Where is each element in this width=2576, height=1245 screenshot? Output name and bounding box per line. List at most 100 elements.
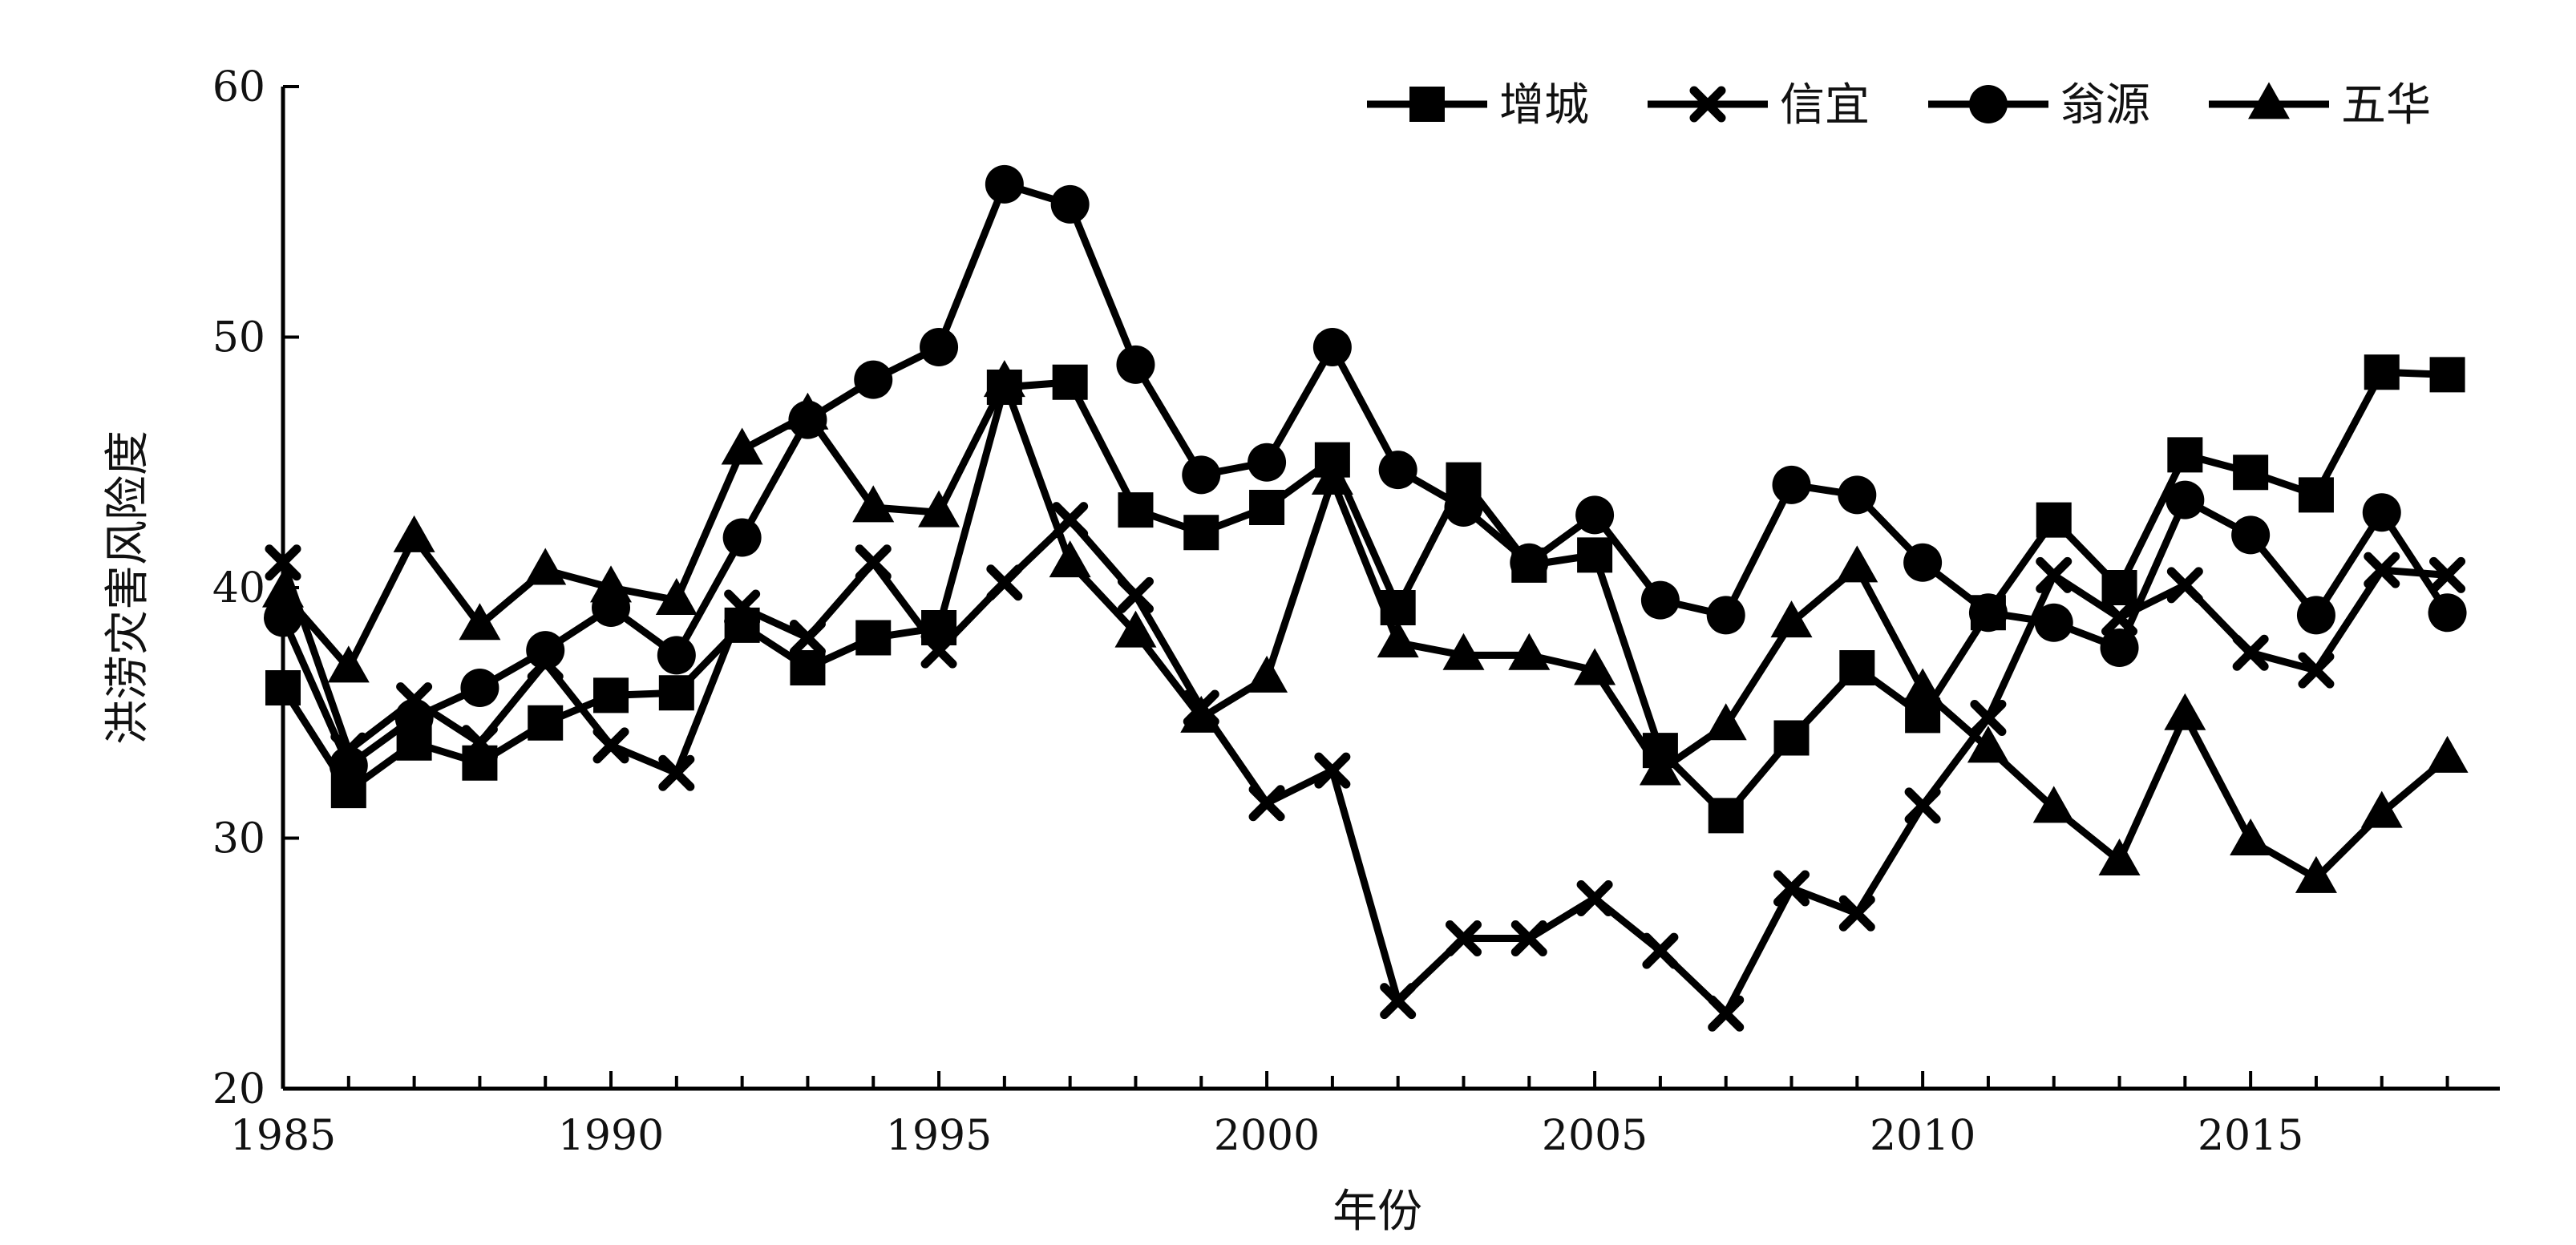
data-point-2-1991 bbox=[658, 754, 695, 791]
legend-item-2: 信宜 bbox=[1648, 79, 1870, 131]
data-point-3-1996 bbox=[985, 164, 1024, 204]
data-point-3-2001 bbox=[1312, 328, 1352, 366]
data-point-4-1988 bbox=[459, 603, 501, 641]
data-point-3-1992 bbox=[722, 518, 762, 557]
data-point-2-2015 bbox=[2232, 634, 2269, 671]
data-point-3-2008 bbox=[1772, 465, 1811, 504]
series-line-2 bbox=[279, 516, 2452, 1017]
x-axis-title: 年份 bbox=[1332, 1186, 1422, 1238]
series-line-4 bbox=[279, 378, 2452, 882]
data-point-4-2007 bbox=[1705, 703, 1747, 741]
data-point-3-1991 bbox=[657, 636, 696, 675]
data-point-3-2015 bbox=[2231, 515, 2271, 555]
data-point-4-2011 bbox=[1967, 726, 2009, 763]
data-point-2-2005 bbox=[1576, 880, 1613, 916]
legend-label-3: 翁源 bbox=[2060, 79, 2150, 131]
y-tick-label-20: 20 bbox=[212, 1065, 265, 1114]
data-point-2-2006 bbox=[1642, 932, 1679, 969]
data-point-2-2001 bbox=[1314, 752, 1351, 789]
data-point-1-1997 bbox=[1052, 364, 1088, 400]
data-point-4-2000 bbox=[1246, 655, 1288, 693]
data-point-1-2007 bbox=[1708, 798, 1744, 834]
data-point-3-2002 bbox=[1378, 451, 1417, 490]
data-point-1-1991 bbox=[658, 675, 694, 711]
y-tick-label-60: 60 bbox=[212, 63, 265, 111]
data-point-3-2012 bbox=[2034, 603, 2073, 642]
data-point-1-2000 bbox=[1249, 490, 1285, 525]
series-line-1 bbox=[279, 368, 2452, 819]
data-point-3-2000 bbox=[1248, 443, 1287, 482]
legend-item-1: 增城 bbox=[1367, 79, 1589, 131]
data-point-2-2004 bbox=[1510, 920, 1547, 956]
data-point-3-1986 bbox=[329, 746, 368, 785]
data-point-4-1994 bbox=[852, 485, 895, 523]
data-point-3-1988 bbox=[460, 669, 499, 707]
data-point-1-1998 bbox=[1118, 492, 1154, 528]
y-tick-label-40: 40 bbox=[212, 564, 265, 612]
series-line-3 bbox=[279, 180, 2452, 770]
data-point-3-1999 bbox=[1182, 455, 1221, 495]
data-point-4-1990 bbox=[590, 565, 633, 603]
series-layer bbox=[262, 164, 2469, 1032]
data-point-3-2005 bbox=[1575, 495, 1615, 535]
data-point-3-2016 bbox=[2296, 596, 2335, 635]
data-point-1-2017 bbox=[2364, 354, 2400, 390]
data-point-2-2014 bbox=[2166, 567, 2203, 604]
data-point-4-2016 bbox=[2295, 855, 2337, 893]
data-point-4-2005 bbox=[1574, 648, 1616, 685]
data-point-4-1998 bbox=[1114, 610, 1157, 648]
data-point-4-2004 bbox=[1508, 633, 1551, 670]
data-point-4-2006 bbox=[1639, 748, 1681, 786]
data-point-3-1995 bbox=[920, 328, 959, 366]
data-point-1-1990 bbox=[593, 677, 629, 713]
y-tick-label-50: 50 bbox=[212, 314, 265, 362]
data-point-2-2003 bbox=[1445, 920, 1482, 956]
legend-label-4: 五华 bbox=[2341, 79, 2431, 131]
data-point-4-1999 bbox=[1180, 695, 1223, 733]
legend-marker-3 bbox=[1969, 85, 2008, 123]
data-point-4-1996 bbox=[983, 360, 1025, 398]
legend-item-4: 五华 bbox=[2209, 79, 2431, 131]
data-point-1-1989 bbox=[528, 705, 564, 741]
data-point-3-2004 bbox=[1510, 543, 1549, 582]
data-point-2-1995 bbox=[920, 632, 957, 669]
x-tick-label-1990: 1990 bbox=[558, 1112, 664, 1160]
data-point-2-2009 bbox=[1838, 895, 1875, 932]
data-point-2-1996 bbox=[986, 564, 1023, 601]
data-point-4-2015 bbox=[2230, 819, 2272, 856]
data-point-3-2011 bbox=[1968, 593, 2008, 633]
data-point-2-2011 bbox=[1970, 700, 2007, 736]
data-point-2-2008 bbox=[1773, 870, 1810, 907]
data-point-4-1987 bbox=[393, 515, 435, 552]
data-point-4-1989 bbox=[524, 548, 567, 585]
data-point-3-2018 bbox=[2428, 593, 2467, 633]
data-point-1-1993 bbox=[790, 650, 826, 685]
legend-item-3: 翁源 bbox=[1928, 79, 2150, 131]
data-point-1-2014 bbox=[2167, 437, 2203, 473]
data-point-4-1991 bbox=[655, 578, 698, 616]
data-point-4-1993 bbox=[787, 392, 829, 430]
data-point-1-2012 bbox=[2036, 502, 2072, 538]
data-point-3-2009 bbox=[1838, 475, 1877, 515]
data-point-2-2007 bbox=[1708, 995, 1745, 1032]
x-tick-label-2000: 2000 bbox=[1214, 1112, 1320, 1160]
data-point-2-1993 bbox=[789, 620, 826, 656]
legend-marker-2 bbox=[1689, 86, 1726, 123]
legend-marker-1 bbox=[1409, 87, 1445, 122]
x-tick-label-2005: 2005 bbox=[1542, 1112, 1648, 1160]
data-point-3-2006 bbox=[1640, 580, 1680, 620]
data-point-4-1986 bbox=[327, 645, 370, 683]
data-point-4-2018 bbox=[2426, 735, 2469, 773]
data-point-4-2012 bbox=[2032, 786, 2075, 823]
data-point-4-2013 bbox=[2098, 839, 2141, 876]
data-point-1-2013 bbox=[2101, 570, 2137, 605]
data-point-4-2002 bbox=[1377, 620, 1419, 658]
data-point-2-1992 bbox=[724, 589, 761, 626]
data-point-2-2002 bbox=[1380, 983, 1417, 1020]
data-point-3-1989 bbox=[526, 631, 565, 670]
data-point-1-1994 bbox=[855, 620, 892, 656]
data-point-2-2018 bbox=[2429, 556, 2466, 593]
data-point-3-1997 bbox=[1050, 184, 1090, 224]
x-tick-label-2010: 2010 bbox=[1870, 1112, 1975, 1160]
